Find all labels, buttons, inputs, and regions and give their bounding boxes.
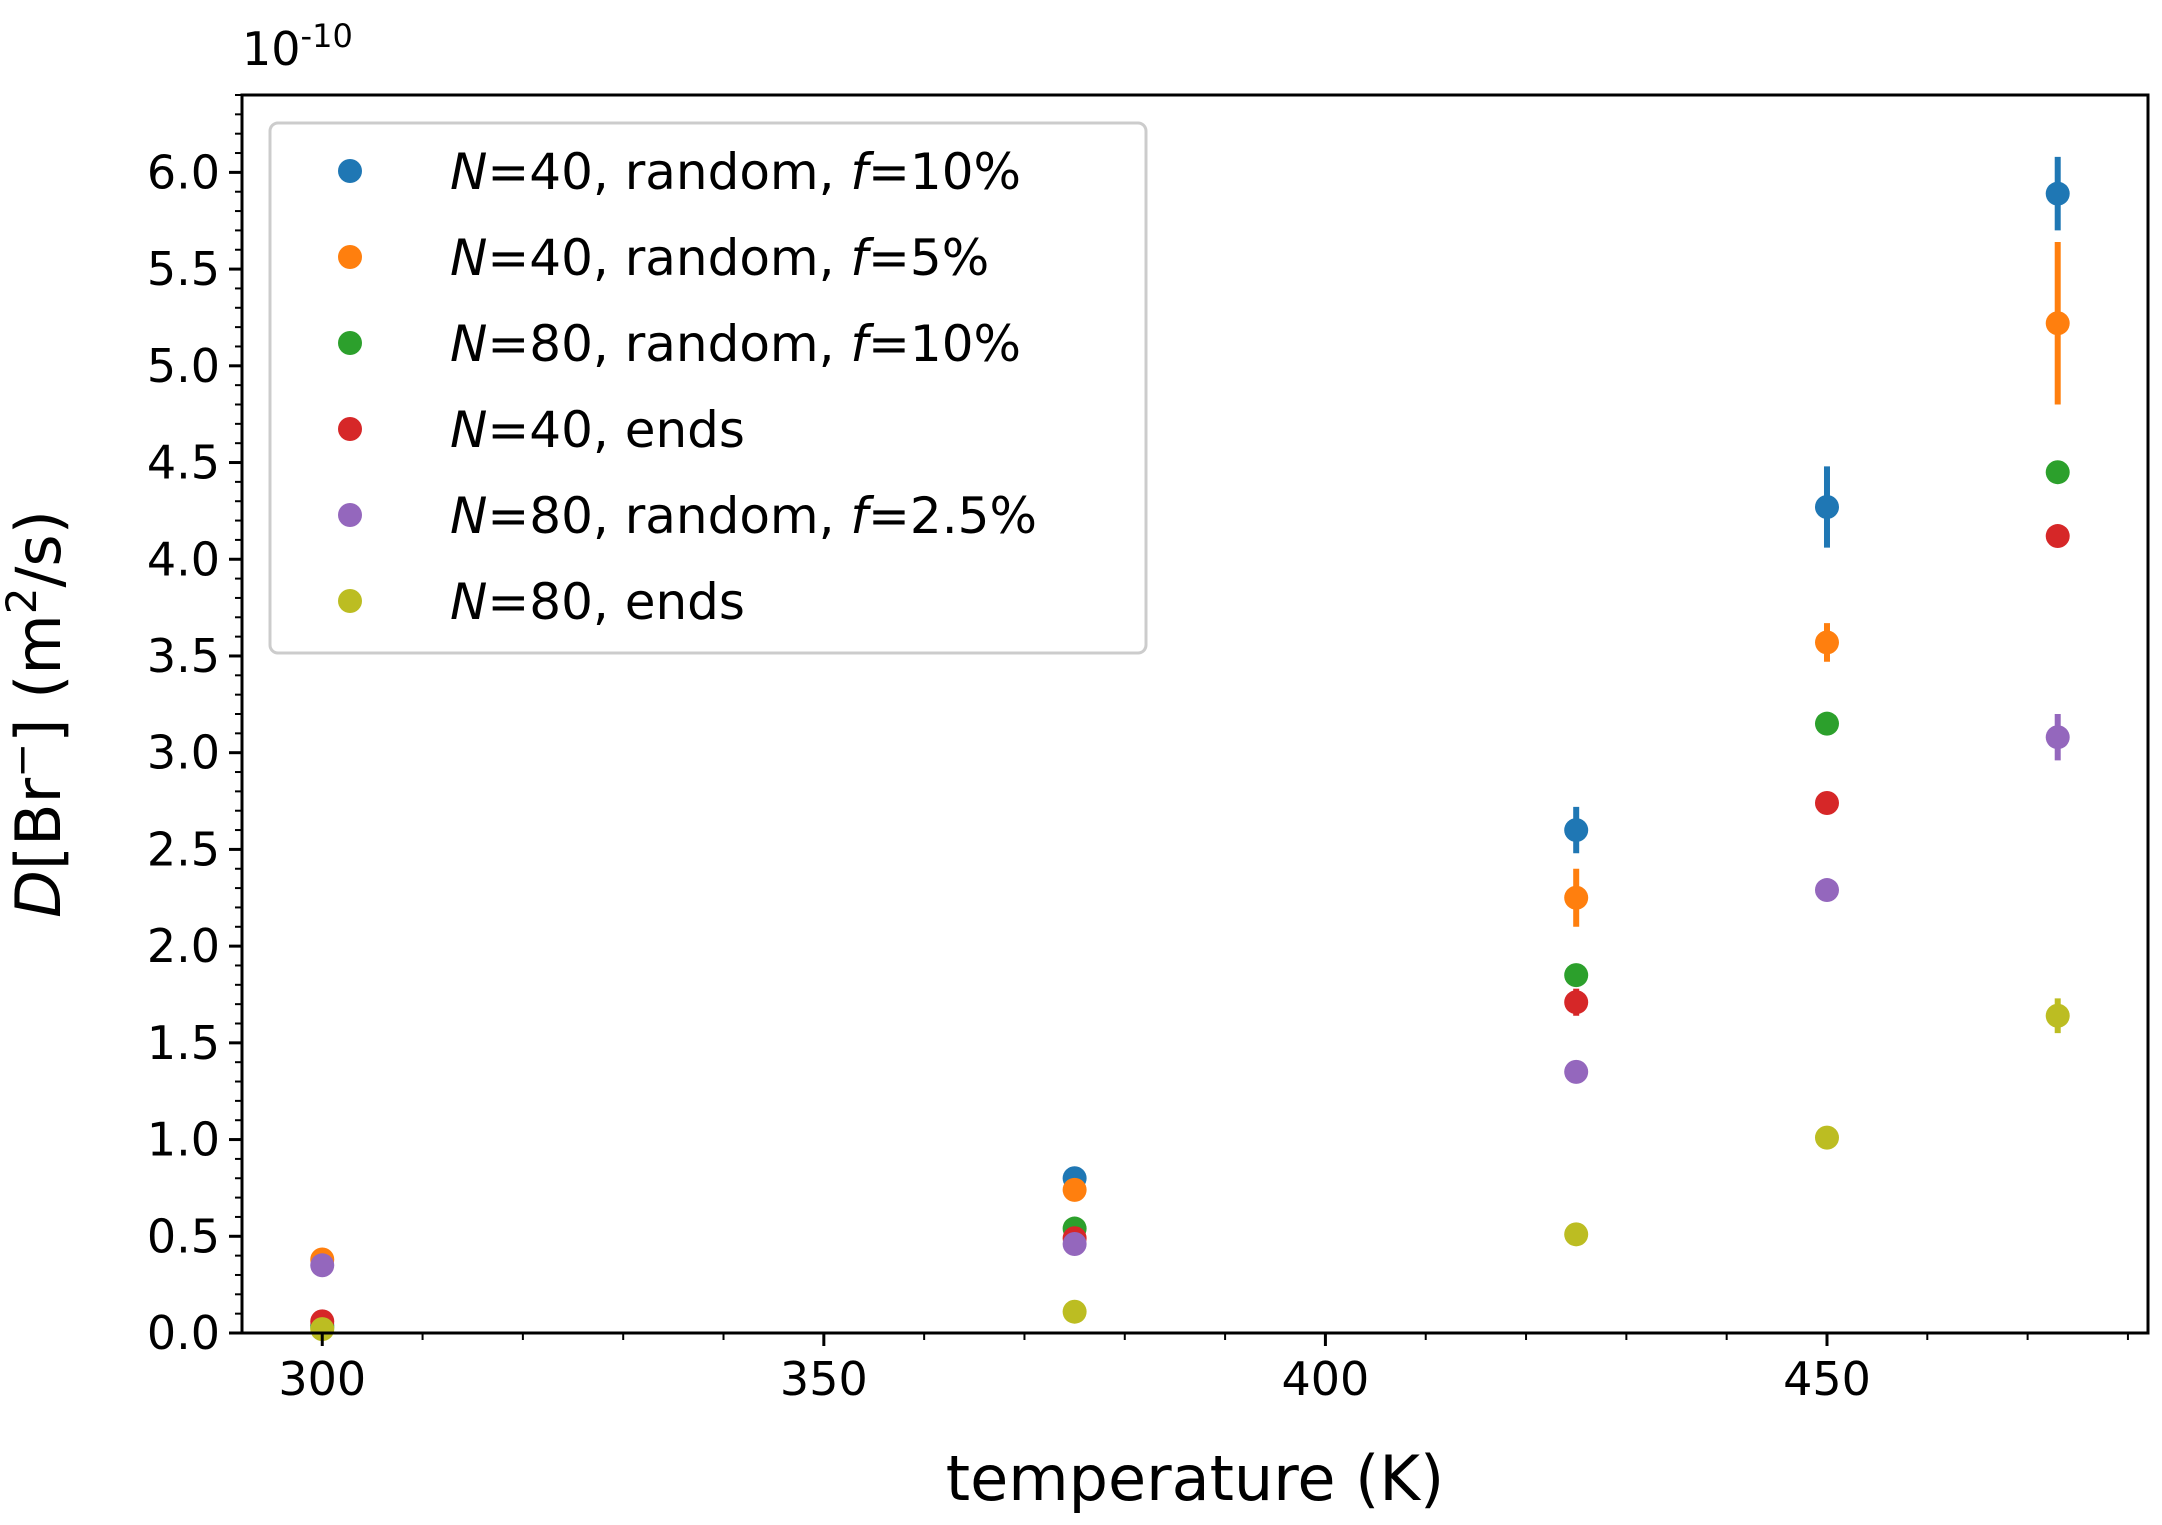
data-point <box>1062 1232 1087 1257</box>
data-point <box>2045 311 2070 336</box>
data-point <box>2045 460 2070 485</box>
y-tick-label: 1.0 <box>147 1113 220 1167</box>
data-point <box>310 1253 335 1278</box>
y-tick-label: 3.0 <box>147 726 220 780</box>
data-point <box>1564 1059 1589 1084</box>
data-point <box>1564 1222 1589 1247</box>
y-tick-label: 2.0 <box>147 919 220 973</box>
data-point <box>310 1317 335 1342</box>
x-tick-label: 350 <box>780 1352 868 1406</box>
legend-marker <box>338 503 362 527</box>
legend-entry: N=40, random, f=10% <box>450 143 1021 201</box>
legend-entry: N=80, random, f=2.5% <box>450 487 1037 545</box>
y-axis-label: D[Br−] (m2/s) <box>0 510 75 918</box>
data-point <box>2045 181 2070 206</box>
data-point <box>1062 1177 1087 1202</box>
y-tick-label: 0.5 <box>147 1209 220 1263</box>
data-point <box>1814 878 1839 903</box>
legend-entry: N=80, ends <box>450 573 745 631</box>
data-point <box>2045 1003 2070 1028</box>
data-point <box>1564 885 1589 910</box>
y-tick-label: 3.5 <box>147 629 220 683</box>
y-tick-label: 4.5 <box>147 436 220 490</box>
legend-entry: N=40, ends <box>450 401 745 459</box>
legend-marker <box>338 589 362 613</box>
y-tick-label: 5.5 <box>147 242 220 296</box>
x-tick-label: 300 <box>278 1352 366 1406</box>
data-point <box>1062 1299 1087 1324</box>
legend-marker <box>338 331 362 355</box>
legend-marker <box>338 245 362 269</box>
data-point <box>2045 524 2070 549</box>
data-point <box>2045 725 2070 750</box>
legend-entry: N=80, random, f=10% <box>450 315 1021 373</box>
y-tick-label: 4.0 <box>147 532 220 586</box>
legend-marker <box>338 159 362 183</box>
series-6 <box>310 998 2070 1342</box>
legend-marker <box>338 417 362 441</box>
legend-box <box>268 121 1148 655</box>
x-axis-label: temperature (K) <box>946 1442 1444 1515</box>
data-point <box>1564 818 1589 843</box>
legend: N=40, random, f=10% N=40, random, f=5% N=8… <box>268 121 1148 655</box>
legend-entry: N=40, random, f=5% <box>450 229 989 287</box>
series-5 <box>310 714 2070 1278</box>
y-tick-label: 5.0 <box>147 339 220 393</box>
x-tick-label: 450 <box>1783 1352 1871 1406</box>
y-multiplier: 10-10 <box>242 17 353 76</box>
data-point <box>1814 495 1839 520</box>
plot-marks <box>310 156 2070 1342</box>
y-tick-label: 6.0 <box>147 145 220 199</box>
data-point <box>1814 630 1839 655</box>
y-tick-label: 1.5 <box>147 1016 220 1070</box>
data-point <box>1564 990 1589 1015</box>
data-point <box>1814 711 1839 736</box>
data-point <box>1564 963 1589 988</box>
y-tick-label: 2.5 <box>147 822 220 876</box>
x-tick-label: 400 <box>1282 1352 1370 1406</box>
data-point <box>1814 790 1839 815</box>
data-point <box>1814 1125 1839 1150</box>
axes: 300 350 400 450 0.0 0.5 1.0 1.5 2.0 2.5 3.0 3.5 4.0 4… <box>0 17 2150 1515</box>
y-tick-label: 0.0 <box>147 1306 220 1360</box>
